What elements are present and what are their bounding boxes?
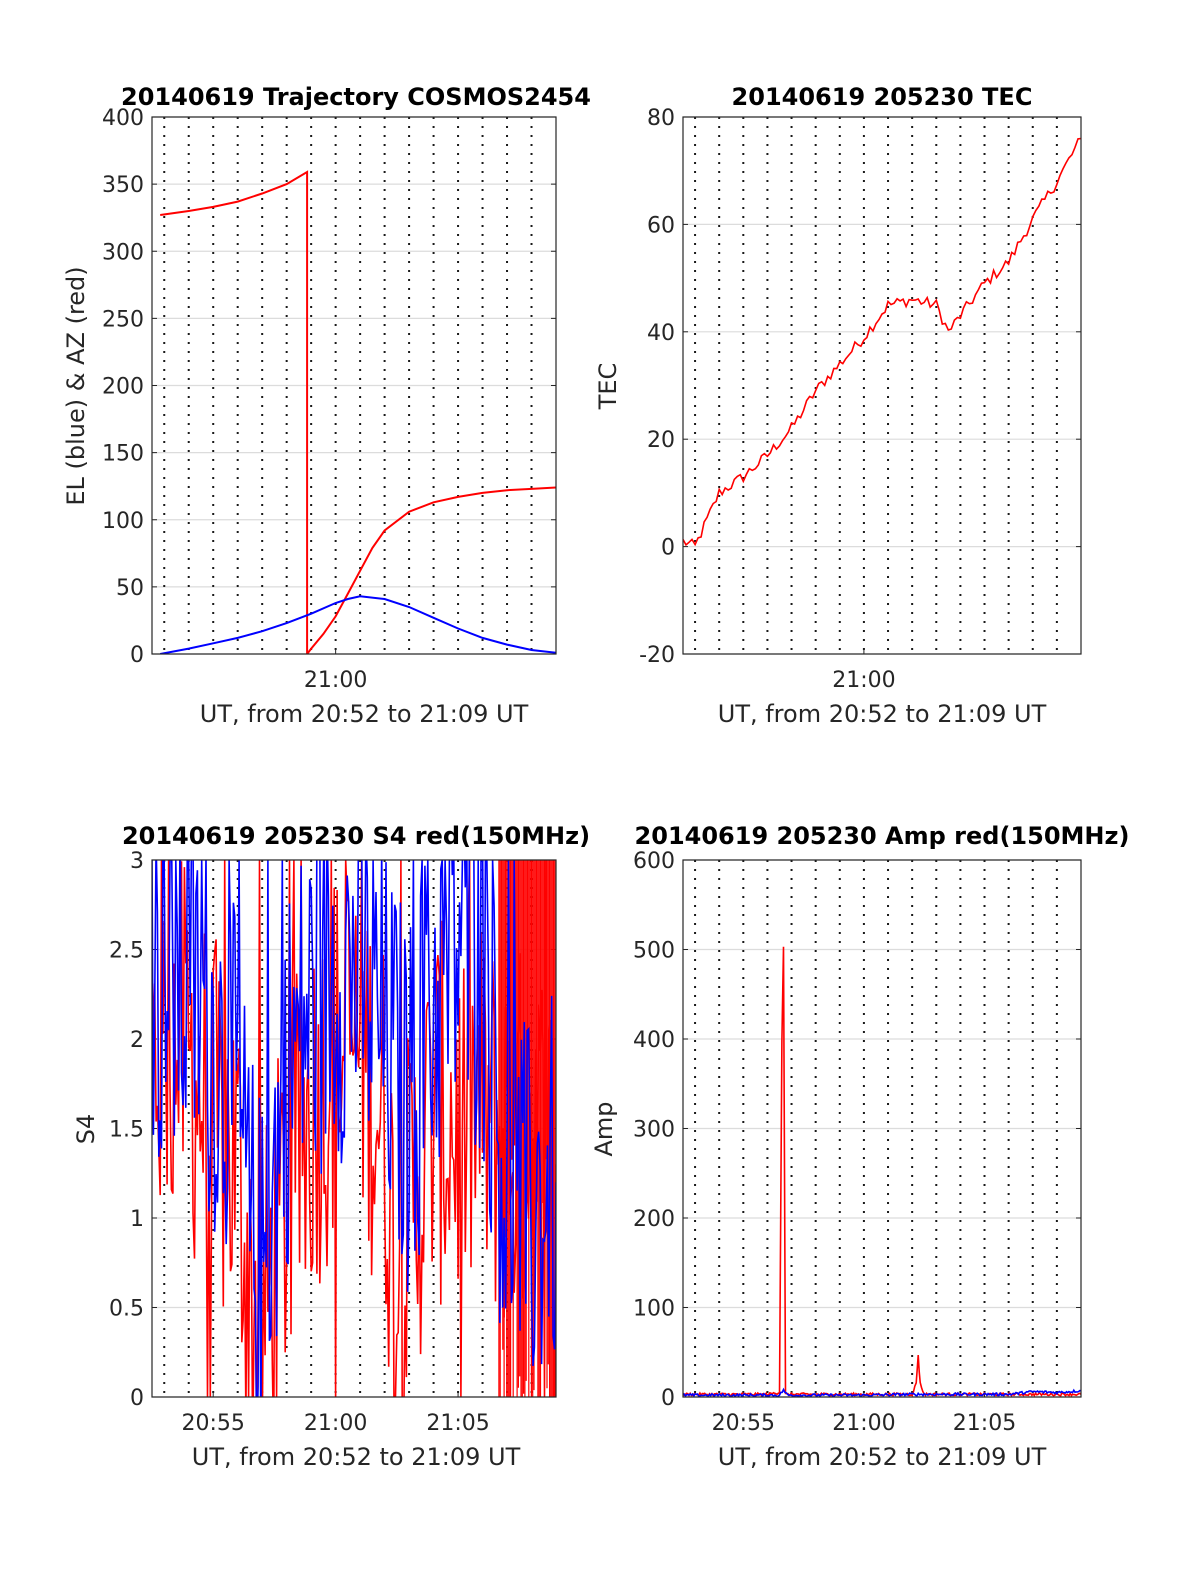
y-tick-label: 0	[130, 1386, 144, 1411]
y-tick-label: 100	[102, 509, 144, 534]
chart-tec: 20140619 205230 TEC UT, from 20:52 to 21…	[594, 83, 1082, 728]
y-tick-label: 300	[102, 240, 144, 265]
y-axis-label: S4	[72, 1114, 100, 1145]
y-tick-label: 20	[647, 428, 675, 453]
y-tick-label: 1.5	[109, 1118, 144, 1143]
y-tick-label: 600	[633, 849, 675, 874]
y-axis-label: EL (blue) & AZ (red)	[62, 266, 90, 505]
chart-title: 20140619 205230 S4 red(150MHz)	[122, 822, 590, 850]
y-tick-label: 1	[130, 1207, 144, 1232]
y-tick-label: 250	[102, 307, 144, 332]
series-line-blue	[152, 860, 556, 1397]
x-tick-label: 21:05	[953, 1411, 1016, 1436]
y-tick-label: 80	[647, 106, 675, 131]
chart-title: 20140619 205230 TEC	[732, 83, 1033, 111]
y-tick-label: 2.5	[109, 939, 144, 964]
y-tick-label: 400	[633, 1028, 675, 1053]
y-tick-label: 150	[102, 442, 144, 467]
x-axis-label: UT, from 20:52 to 21:09 UT	[192, 1443, 521, 1471]
x-tick-label: 21:00	[304, 668, 367, 693]
y-tick-label: 0	[661, 1386, 675, 1411]
x-tick-label: 21:00	[304, 1411, 367, 1436]
x-tick-label: 21:05	[426, 1411, 489, 1436]
plot-frame	[682, 859, 1082, 1398]
y-tick-label: 0.5	[109, 1297, 144, 1322]
y-tick-label: 0	[130, 643, 144, 668]
y-axis-label: TEC	[594, 363, 622, 411]
series-group	[160, 170, 556, 654]
chart-title: 20140619 Trajectory COSMOS2454	[121, 83, 591, 111]
y-tick-label: 500	[633, 939, 675, 964]
y-tick-label: -20	[639, 643, 675, 668]
x-tick-label: 21:00	[832, 1411, 895, 1436]
y-axis-label: Amp	[590, 1101, 618, 1156]
series-line-red	[152, 860, 556, 1397]
y-tick-label: 400	[102, 106, 144, 131]
x-axis-label: UT, from 20:52 to 21:09 UT	[718, 700, 1047, 728]
y-tick-label: 3	[130, 849, 144, 874]
series-line-red	[683, 137, 1081, 547]
plot-frame	[682, 116, 1082, 655]
x-axis-label: UT, from 20:52 to 21:09 UT	[718, 1443, 1047, 1471]
x-axis-label: UT, from 20:52 to 21:09 UT	[200, 700, 529, 728]
y-tick-label: 300	[633, 1118, 675, 1143]
plot-frame	[151, 116, 557, 655]
y-tick-label: 200	[633, 1207, 675, 1232]
series-group	[683, 137, 1081, 547]
y-tick-label: 2	[130, 1028, 144, 1053]
series-line-blue	[160, 595, 556, 654]
series-group	[152, 860, 556, 1397]
x-tick-label: 20:55	[182, 1411, 245, 1436]
y-tick-label: 0	[661, 536, 675, 561]
chart-title: 20140619 205230 Amp red(150MHz)	[635, 822, 1130, 850]
chart-s4: 20140619 205230 S4 red(150MHz) UT, from …	[72, 822, 590, 1471]
y-tick-label: 350	[102, 173, 144, 198]
y-tick-label: 200	[102, 375, 144, 400]
plot-frame	[151, 859, 557, 1398]
x-tick-label: 21:00	[832, 668, 895, 693]
chart-trajectory: 20140619 Trajectory COSMOS2454 UT, from …	[62, 83, 591, 728]
y-tick-label: 50	[116, 576, 144, 601]
chart-amp: 20140619 205230 Amp red(150MHz) UT, from…	[590, 822, 1129, 1471]
y-tick-label: 100	[633, 1297, 675, 1322]
series-line-red	[160, 170, 556, 654]
y-tick-label: 60	[647, 213, 675, 238]
x-tick-label: 20:55	[712, 1411, 775, 1436]
y-tick-label: 40	[647, 321, 675, 346]
